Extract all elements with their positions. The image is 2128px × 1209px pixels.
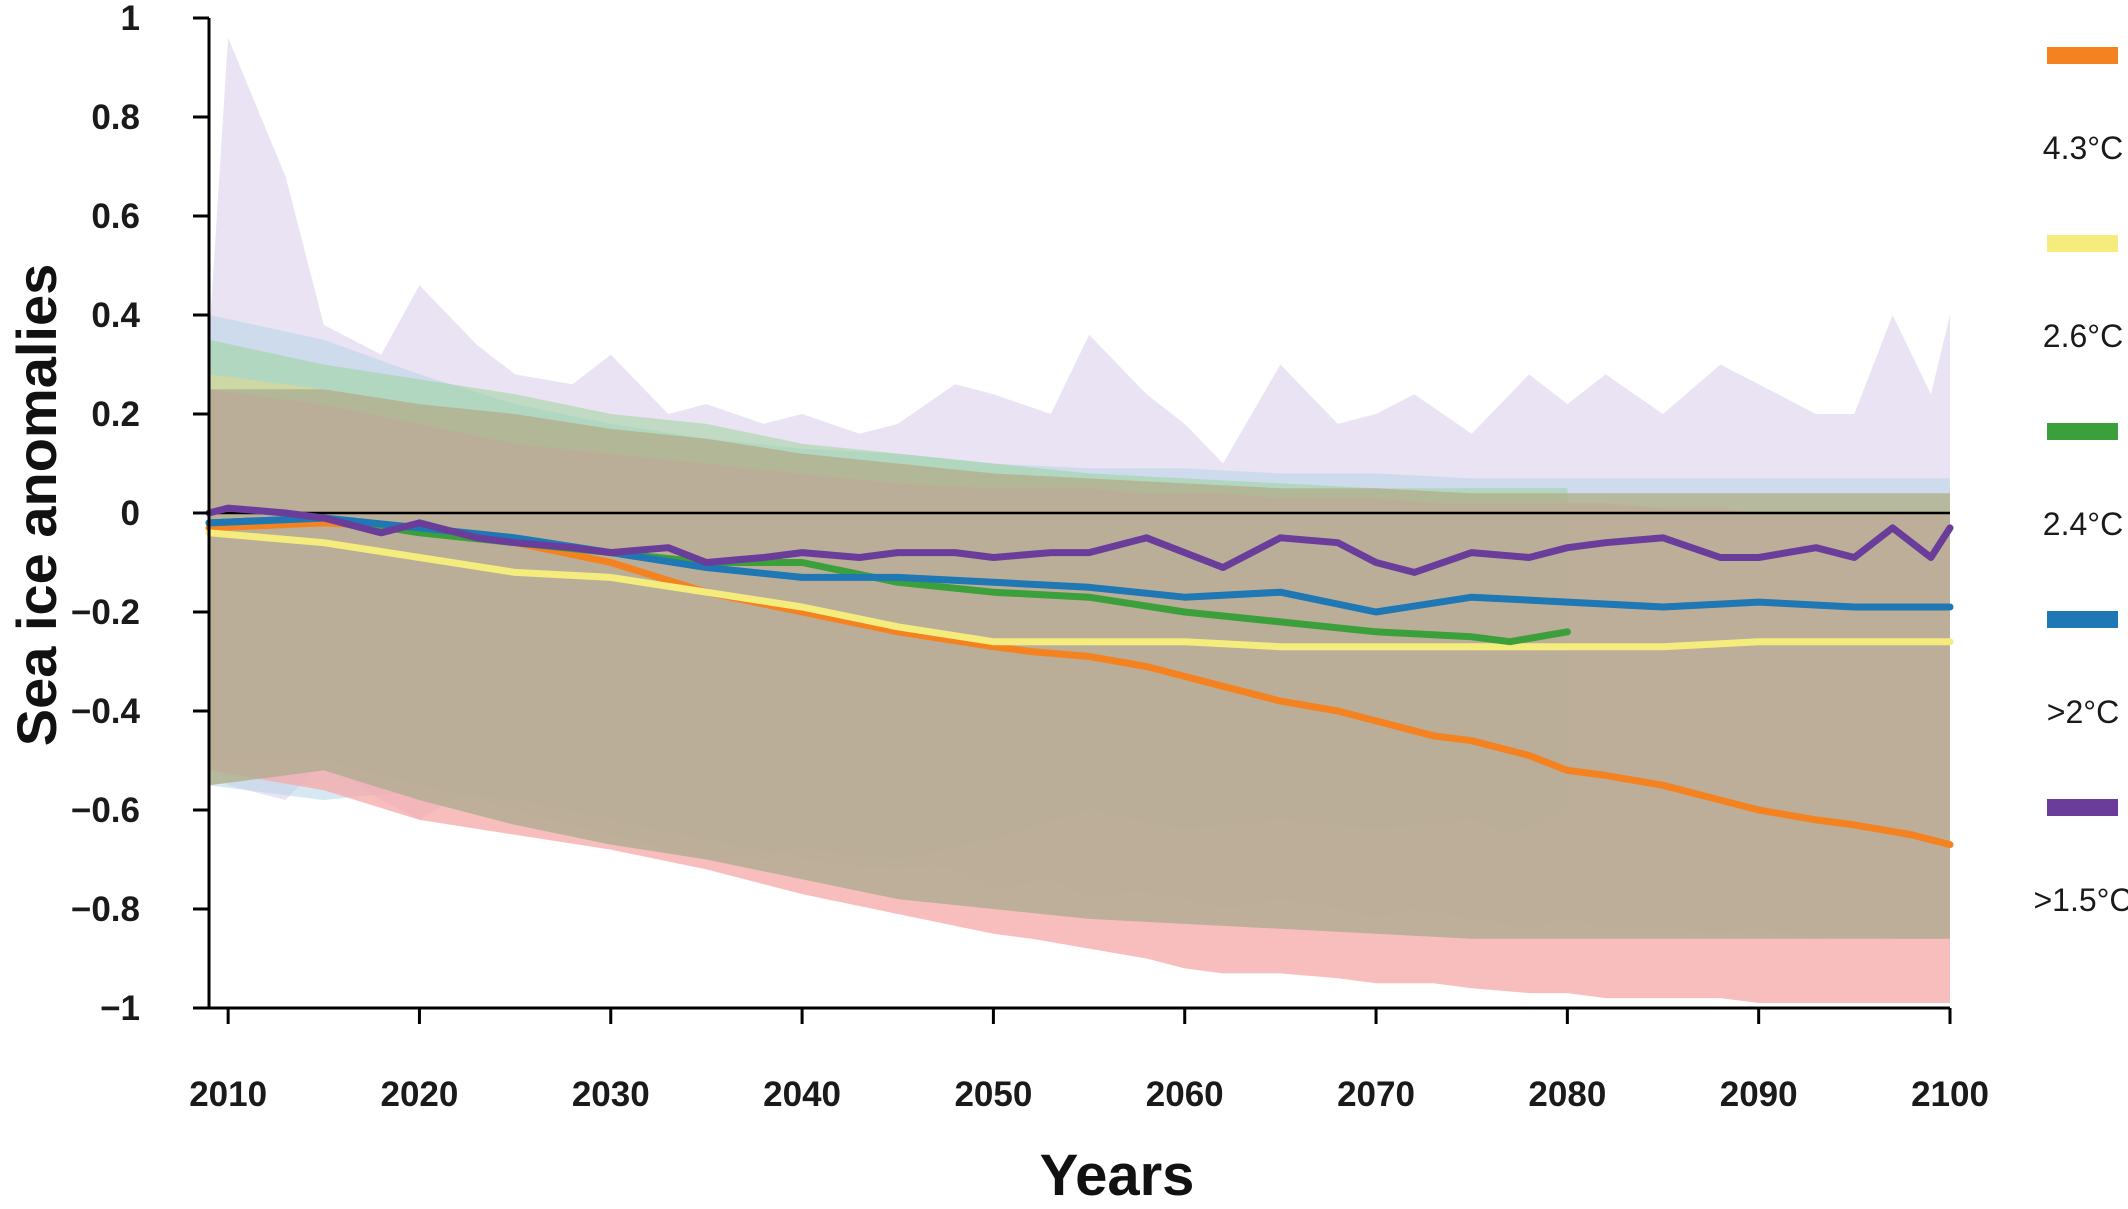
legend-label-gt-1-5c: >1.5°C (2033, 882, 2128, 918)
legend-label-4-3c: 4.3°C (2043, 130, 2123, 166)
y-tick-label: −0.8 (71, 890, 140, 929)
x-axis-title: Years (1040, 1143, 1195, 1208)
legend-label-gt-2c: >2°C (2047, 694, 2119, 730)
y-tick-label: −1 (100, 989, 140, 1028)
y-tick-label: 0.6 (91, 197, 140, 236)
series-line-2-6c (205, 529, 1954, 651)
legend-swatch-2-6c (2047, 235, 2118, 252)
y-tick-label: 0.4 (91, 296, 140, 335)
x-tick-label: 2080 (1528, 1075, 1606, 1114)
legend-swatch-4-3c (2047, 47, 2118, 64)
ensemble-overlap-fill (209, 389, 1950, 939)
x-tick-label: 2030 (572, 1075, 650, 1114)
legend: 4.3°C 2.6°C 2.4°C >2°C >1.5°C (2033, 47, 2128, 918)
y-tick-label: −0.6 (71, 791, 140, 830)
x-tick-label: 2070 (1337, 1075, 1415, 1114)
overlap-fill (209, 389, 1950, 939)
y-tick-label: 0.2 (91, 395, 140, 434)
x-tick-label: 2060 (1146, 1075, 1224, 1114)
x-tick-label: 2090 (1720, 1075, 1798, 1114)
y-axis-title: Sea ice anomalies (5, 264, 68, 747)
legend-label-2-6c: 2.6°C (2043, 318, 2123, 354)
y-tick-label: 0.8 (91, 98, 140, 137)
x-tick-label: 2050 (954, 1075, 1032, 1114)
legend-swatch-2-4c (2047, 423, 2118, 440)
legend-swatch-gt-2c (2047, 611, 2118, 628)
y-tick-label: 0 (121, 494, 140, 533)
series-lines (205, 504, 1954, 849)
series-line-gt-1-5c (205, 504, 1954, 576)
y-tick-label: −0.2 (71, 593, 140, 632)
series-line-gt-2c (205, 514, 1954, 616)
y-tick-label: −0.4 (71, 692, 141, 731)
series-line-4-3c (205, 519, 1954, 849)
x-tick-label: 2020 (381, 1075, 459, 1114)
x-axis-ticks: 2010 2020 2030 2040 2050 2060 2070 2080 2090 2100 (189, 1008, 1989, 1114)
legend-swatch-gt-1-5c (2047, 799, 2118, 816)
y-axis-ticks: 1 0.8 0.6 0.4 0.2 0 −0.2 −0.4 −0.6 −0.8 −1 (71, 0, 209, 1028)
y-tick-label: 1 (121, 0, 140, 38)
x-tick-label: 2010 (189, 1075, 267, 1114)
x-tick-label: 2040 (763, 1075, 841, 1114)
legend-label-2-4c: 2.4°C (2043, 506, 2123, 542)
x-tick-label: 2100 (1911, 1075, 1989, 1114)
